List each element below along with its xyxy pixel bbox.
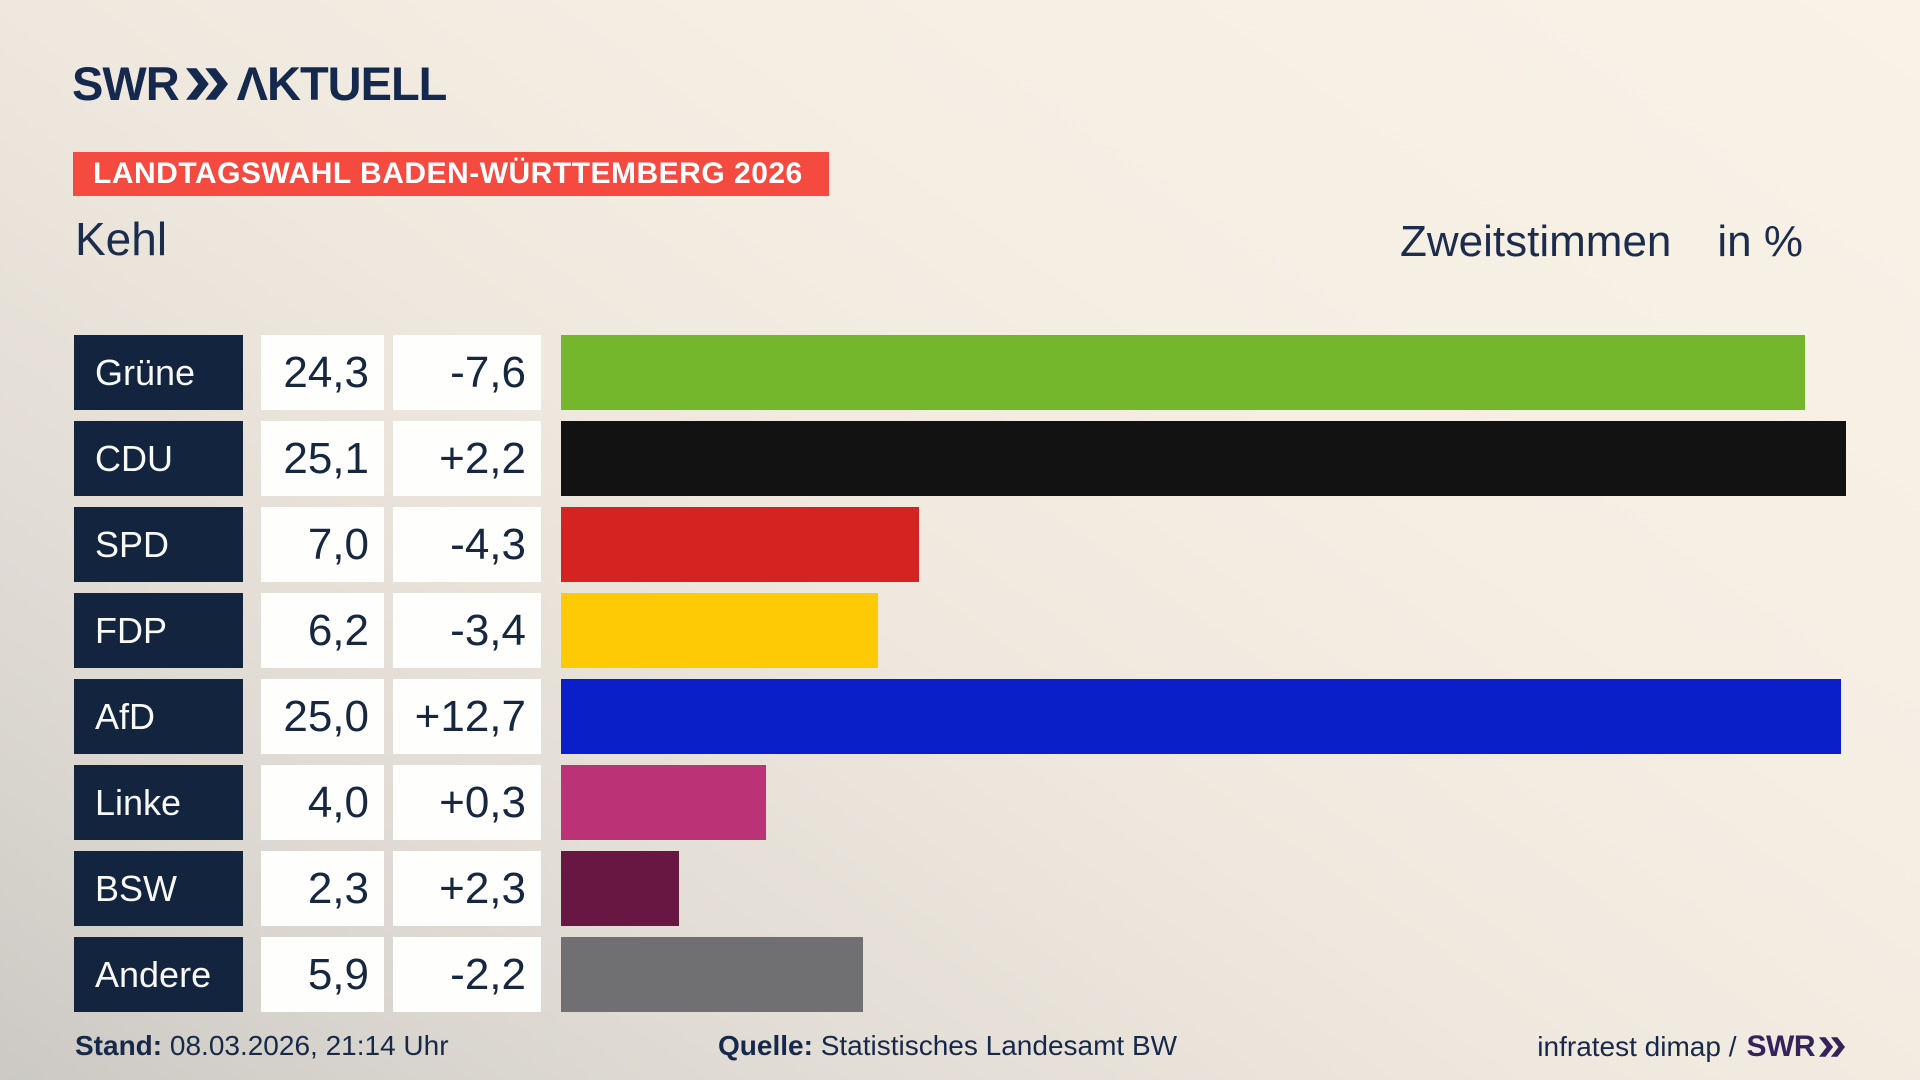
chart-title: Zweitstimmen in %: [1400, 216, 1803, 269]
bar-track: [561, 851, 1846, 926]
party-label: BSW: [74, 851, 243, 926]
footer: Stand: 08.03.2026, 21:14 Uhr Quelle: Sta…: [0, 1030, 1920, 1066]
region-title: Kehl: [75, 213, 168, 265]
swr-logo-text: SWR: [72, 57, 180, 110]
credit-swr-logo: SWR: [1746, 1030, 1845, 1064]
bar: [561, 765, 766, 840]
bar: [561, 679, 1841, 754]
bar: [561, 507, 920, 582]
chart-row: Grüne 24,3 -7,6: [74, 335, 1846, 410]
change-label: -7,6: [393, 335, 541, 410]
bar: [561, 593, 879, 668]
credit-text: infratest dimap /: [1537, 1031, 1737, 1062]
source-value: Statistisches Landesamt BW: [820, 1030, 1178, 1061]
credit-swr-text: SWR: [1746, 1030, 1816, 1063]
chart-row: Linke 4,0 +0,3: [74, 765, 1846, 840]
data-source: Quelle: Statistisches Landesamt BW: [718, 1030, 1177, 1062]
bar: [561, 421, 1846, 496]
value-label: 6,2: [261, 593, 384, 668]
election-banner: LANDTAGSWAHL BADEN-WÜRTTEMBERG 2026: [73, 152, 829, 196]
chart-title-main: Zweitstimmen: [1400, 217, 1672, 266]
party-label: Grüne: [74, 335, 243, 410]
value-label: 4,0: [261, 765, 384, 840]
bar-track: [561, 679, 1846, 754]
bar-track: [561, 421, 1846, 496]
swr-aktuell-logo: SWR ΛKTUELL: [72, 57, 448, 110]
bar: [561, 937, 864, 1012]
chart-rows: Grüne 24,3 -7,6 CDU 25,1 +2,2 SPD 7,0 -4…: [74, 335, 1846, 1023]
swr-logo-chevrons-icon: [185, 67, 228, 100]
change-label: -3,4: [393, 593, 541, 668]
chart-row: Andere 5,9 -2,2: [74, 937, 1846, 1012]
chart-row: BSW 2,3 +2,3: [74, 851, 1846, 926]
bar-track: [561, 507, 1846, 582]
bar-track: [561, 593, 1846, 668]
change-label: -4,3: [393, 507, 541, 582]
chart-row: CDU 25,1 +2,2: [74, 421, 1846, 496]
party-label: Linke: [74, 765, 243, 840]
stand-label: Stand:: [75, 1030, 163, 1061]
chart-title-unit: in %: [1717, 217, 1803, 266]
value-label: 7,0: [261, 507, 384, 582]
credit-swr-chevrons-icon: [1819, 1037, 1845, 1057]
party-label: AfD: [74, 679, 243, 754]
chart-row: AfD 25,0 +12,7: [74, 679, 1846, 754]
party-label: CDU: [74, 421, 243, 496]
bar-track: [561, 765, 1846, 840]
bar: [561, 335, 1805, 410]
change-label: +2,2: [393, 421, 541, 496]
chart-row: FDP 6,2 -3,4: [74, 593, 1846, 668]
chart-row: SPD 7,0 -4,3: [74, 507, 1846, 582]
bar-track: [561, 335, 1846, 410]
credit: infratest dimap / SWR: [1537, 1030, 1845, 1064]
source-label: Quelle:: [718, 1030, 813, 1061]
change-label: +2,3: [393, 851, 541, 926]
value-label: 5,9: [261, 937, 384, 1012]
aktuell-logo-text: ΛKTUELL: [236, 57, 448, 110]
bar: [561, 851, 679, 926]
value-label: 25,0: [261, 679, 384, 754]
party-label: Andere: [74, 937, 243, 1012]
change-label: +0,3: [393, 765, 541, 840]
value-label: 25,1: [261, 421, 384, 496]
stand-timestamp: Stand: 08.03.2026, 21:14 Uhr: [75, 1030, 449, 1062]
bar-track: [561, 937, 1846, 1012]
change-label: -2,2: [393, 937, 541, 1012]
value-label: 24,3: [261, 335, 384, 410]
party-label: FDP: [74, 593, 243, 668]
value-label: 2,3: [261, 851, 384, 926]
stand-value: 08.03.2026, 21:14 Uhr: [169, 1030, 449, 1061]
party-label: SPD: [74, 507, 243, 582]
change-label: +12,7: [393, 679, 541, 754]
